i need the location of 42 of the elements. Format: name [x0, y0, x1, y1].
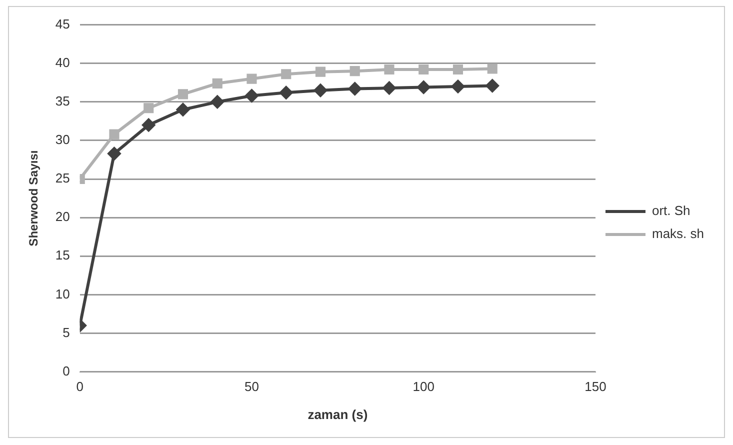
- x-tick-label: 50: [244, 379, 259, 394]
- y-tick-label: 30: [55, 132, 70, 148]
- y-tick-label: 15: [55, 248, 70, 263]
- x-tick-label: 0: [76, 379, 84, 394]
- point: [417, 80, 430, 94]
- point: [451, 80, 464, 93]
- y-axis-title: Sherwood Sayısı: [26, 150, 41, 246]
- point: [281, 69, 292, 80]
- y-tick-label: 40: [55, 54, 70, 70]
- point: [108, 147, 121, 160]
- y-tick-label: 20: [55, 209, 70, 224]
- x-tick-label: 100: [412, 379, 434, 394]
- y-tick-label: 0: [62, 363, 70, 378]
- point: [314, 84, 327, 97]
- point: [212, 78, 222, 88]
- point: [142, 118, 156, 132]
- x-tick-label: 150: [584, 379, 606, 394]
- point: [245, 89, 258, 102]
- point: [176, 103, 190, 116]
- point: [210, 95, 224, 108]
- point: [109, 129, 120, 140]
- point: [350, 66, 360, 76]
- point: [246, 74, 257, 84]
- y-tick-label: 25: [55, 170, 70, 186]
- y-tick-label: 5: [62, 324, 70, 340]
- y-tick-label: 35: [55, 93, 70, 108]
- y-tick-label: 10: [55, 286, 70, 302]
- point: [144, 103, 154, 114]
- point: [384, 64, 394, 75]
- point: [382, 82, 396, 95]
- point: [486, 79, 499, 92]
- x-axis-title: zaman (s): [308, 406, 368, 422]
- legend-label: ort. Sh: [652, 203, 690, 218]
- point: [178, 89, 188, 100]
- point: [280, 86, 293, 100]
- point: [418, 64, 429, 75]
- point: [487, 64, 498, 74]
- point: [452, 64, 464, 75]
- y-tick-label: 45: [55, 16, 70, 32]
- legend-label: maks. sh: [652, 226, 704, 242]
- point: [348, 82, 362, 96]
- point: [315, 66, 326, 77]
